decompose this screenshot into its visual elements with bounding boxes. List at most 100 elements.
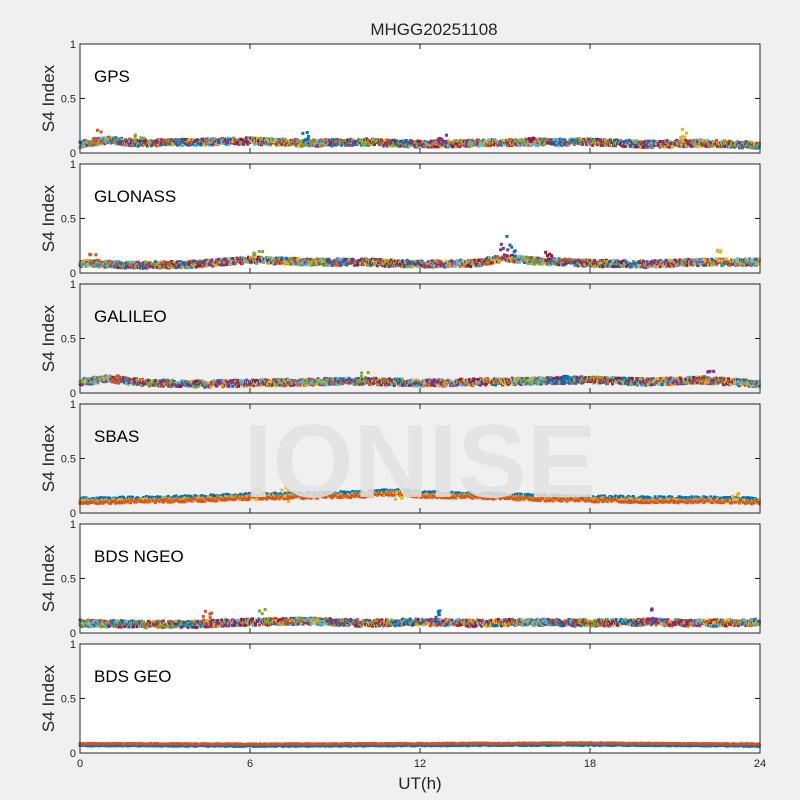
data-point: [517, 139, 521, 143]
data-point: [378, 258, 382, 262]
data-point: [86, 264, 90, 268]
data-point: [159, 143, 163, 147]
data-point: [207, 259, 211, 263]
data-point: [217, 257, 221, 261]
peak-point: [99, 130, 103, 134]
data-point: [194, 262, 198, 266]
data-point: [658, 139, 662, 143]
data-point: [341, 257, 345, 261]
data-point: [742, 144, 746, 148]
y-axis-label: S4 Index: [39, 64, 58, 132]
data-point: [158, 264, 162, 268]
data-point: [321, 140, 325, 144]
data-point: [550, 142, 554, 146]
data-point: [253, 142, 257, 146]
peak-point: [531, 136, 535, 140]
data-point: [531, 139, 535, 143]
data-point: [532, 142, 536, 146]
data-point: [426, 141, 430, 145]
peak-point: [440, 138, 444, 142]
data-point: [79, 263, 83, 267]
data-point: [171, 265, 175, 269]
data-point: [91, 259, 95, 263]
data-point: [308, 263, 312, 267]
data-point: [250, 260, 254, 264]
data-point: [283, 262, 287, 266]
data-point: [251, 140, 255, 144]
data-point: [711, 143, 715, 147]
data-point: [757, 145, 761, 149]
data-point: [266, 256, 270, 260]
data-point: [504, 138, 508, 142]
data-point: [160, 138, 164, 142]
data-point: [245, 136, 249, 140]
peak-point: [96, 128, 100, 132]
data-point: [386, 260, 390, 264]
peak-point: [98, 140, 102, 144]
data-point: [274, 141, 278, 145]
peak-point: [257, 250, 261, 254]
data-point: [82, 141, 86, 145]
data-point: [684, 141, 688, 145]
data-point: [291, 262, 295, 266]
data-point: [420, 259, 424, 263]
data-point: [578, 139, 582, 143]
data-point: [191, 263, 195, 267]
data-point: [376, 257, 380, 261]
data-point: [378, 142, 382, 146]
peak-point: [501, 256, 505, 260]
data-point: [227, 384, 231, 388]
chart-title: MHGG20251108: [370, 20, 497, 39]
data-point: [227, 257, 231, 261]
data-point: [149, 262, 153, 266]
data-point: [401, 260, 405, 264]
data-point: [619, 141, 623, 145]
peak-point: [92, 140, 96, 144]
data-point: [192, 140, 196, 144]
data-point: [227, 140, 231, 144]
data-point: [260, 257, 264, 261]
data-point: [376, 138, 379, 142]
data-point: [343, 259, 347, 263]
data-point: [591, 143, 595, 147]
data-point: [190, 140, 194, 144]
data-point: [364, 261, 368, 265]
data-point: [128, 143, 132, 147]
data-point: [268, 142, 272, 146]
data-point: [403, 260, 407, 264]
data-point: [151, 265, 155, 269]
peak-point: [444, 140, 448, 144]
data-point: [443, 265, 447, 269]
data-point: [112, 261, 116, 265]
data-point: [659, 142, 663, 146]
data-point: [137, 144, 141, 148]
data-point: [710, 142, 714, 146]
data-point: [274, 256, 278, 260]
data-point: [157, 138, 161, 142]
data-point: [269, 261, 273, 265]
data-point: [393, 143, 397, 147]
data-point: [337, 257, 341, 261]
data-point: [411, 265, 415, 269]
data-point: [157, 261, 161, 265]
data-point: [487, 138, 491, 142]
data-point: [600, 140, 604, 144]
data-point: [553, 142, 557, 146]
data-point: [639, 140, 643, 144]
data-point: [472, 143, 476, 147]
data-point: [360, 258, 364, 262]
data-point: [501, 142, 505, 146]
data-point: [322, 257, 326, 261]
data-point: [198, 261, 202, 265]
data-point: [166, 260, 170, 264]
peak-point: [139, 136, 143, 140]
data-point: [653, 143, 657, 147]
data-point: [444, 259, 448, 263]
data-point: [757, 142, 761, 146]
data-point: [598, 138, 602, 142]
data-point: [130, 139, 134, 143]
data-point: [653, 139, 657, 143]
data-point: [450, 259, 454, 263]
data-point: [247, 255, 251, 259]
data-point: [289, 256, 293, 260]
